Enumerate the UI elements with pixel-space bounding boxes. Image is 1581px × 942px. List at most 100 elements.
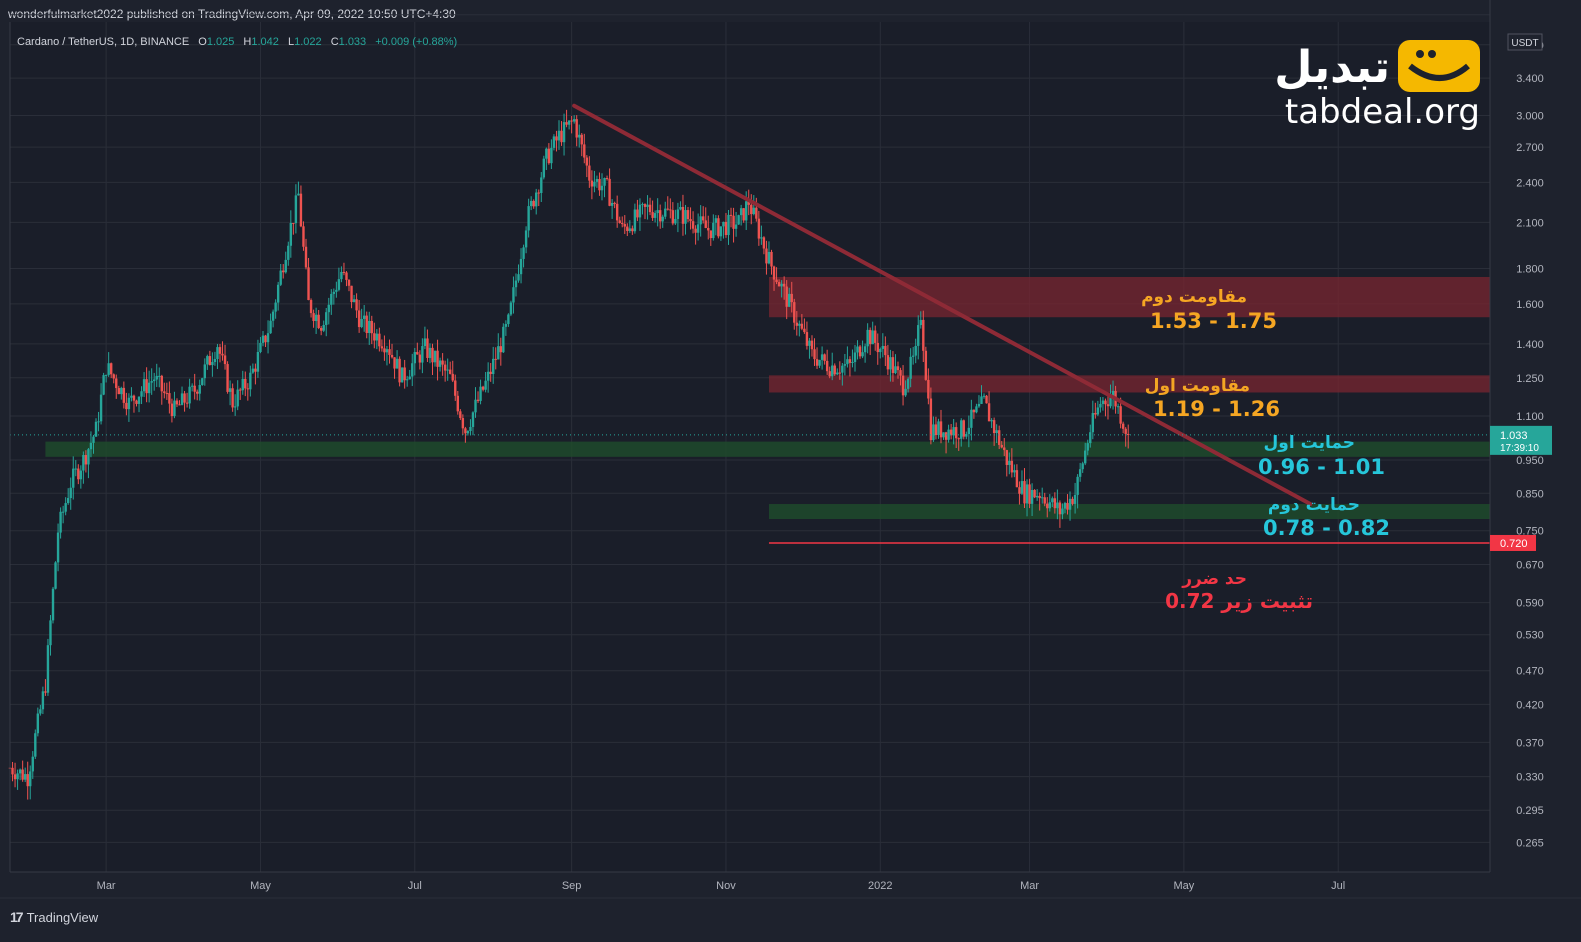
candle bbox=[355, 293, 358, 318]
candle bbox=[555, 130, 558, 152]
candle-body bbox=[165, 393, 169, 395]
candle bbox=[449, 361, 452, 375]
candle-body bbox=[97, 421, 100, 423]
candle-body bbox=[279, 270, 282, 285]
candle-body bbox=[325, 312, 328, 325]
price-tick-label: 0.670 bbox=[1516, 560, 1544, 572]
candle bbox=[400, 367, 404, 383]
time-tick-label: Jul bbox=[1331, 880, 1345, 892]
candle-body bbox=[499, 346, 503, 353]
candle bbox=[980, 385, 983, 404]
candle bbox=[960, 418, 963, 447]
candle bbox=[593, 170, 596, 193]
time-axis: Mar May Jul Sep Nov 2022 Mar May Jul bbox=[0, 22, 1581, 899]
candle bbox=[104, 374, 108, 383]
candle bbox=[433, 350, 437, 367]
candle bbox=[793, 298, 796, 330]
candle bbox=[1063, 501, 1067, 514]
candle-body bbox=[446, 369, 449, 371]
candle-body bbox=[901, 375, 905, 396]
stop-label-range: تثبیت زیر 0.72 bbox=[1165, 589, 1313, 613]
candle bbox=[780, 280, 783, 298]
candle-body bbox=[638, 204, 642, 218]
candle-body bbox=[1096, 407, 1100, 415]
candle bbox=[1076, 474, 1079, 509]
candle bbox=[742, 207, 745, 223]
candle-body bbox=[770, 251, 773, 267]
candle bbox=[707, 215, 710, 240]
candle bbox=[54, 561, 57, 590]
candle-body bbox=[297, 193, 300, 196]
candle-body bbox=[18, 769, 22, 774]
price-tick-label: 0.590 bbox=[1516, 598, 1544, 610]
candle-body bbox=[843, 364, 847, 366]
candle-body bbox=[287, 245, 290, 260]
candle-body bbox=[375, 333, 379, 341]
candle bbox=[193, 373, 196, 400]
candle-body bbox=[780, 283, 783, 287]
candle-body bbox=[874, 330, 877, 343]
candle-body bbox=[1035, 495, 1039, 498]
candle-body bbox=[540, 177, 543, 193]
candle bbox=[790, 281, 793, 313]
candle-body bbox=[853, 352, 857, 363]
price-tick-label: 0.370 bbox=[1516, 737, 1544, 749]
candle-body bbox=[588, 165, 591, 181]
tradingview-brand[interactable]: 17 TradingView bbox=[10, 909, 98, 925]
candle bbox=[196, 389, 199, 401]
candle-body bbox=[952, 427, 955, 436]
candle bbox=[828, 366, 831, 379]
candle bbox=[499, 337, 503, 366]
candle-body bbox=[72, 468, 75, 488]
price-tick-label: 0.950 bbox=[1516, 455, 1544, 467]
candle-body bbox=[246, 388, 250, 390]
candle-body bbox=[669, 209, 672, 211]
legend-high: 1.042 bbox=[251, 36, 279, 48]
candle-body bbox=[497, 346, 500, 360]
candle bbox=[31, 751, 34, 779]
candle-body bbox=[519, 258, 523, 275]
candle-body bbox=[603, 177, 606, 186]
candle-body bbox=[805, 332, 809, 346]
candle-body bbox=[335, 289, 338, 292]
candle bbox=[805, 321, 809, 350]
candle-body bbox=[679, 206, 682, 210]
publish-info: wonderfulmarket2022 published on Trading… bbox=[8, 7, 456, 21]
candle-body bbox=[641, 204, 644, 206]
candle-body bbox=[633, 209, 637, 232]
candle-body bbox=[967, 427, 971, 435]
candle bbox=[942, 432, 945, 440]
candle-body bbox=[456, 395, 459, 412]
candle-body bbox=[727, 214, 730, 236]
candle bbox=[362, 305, 366, 332]
candle bbox=[398, 356, 401, 387]
candle bbox=[557, 120, 561, 150]
candle bbox=[1099, 397, 1102, 413]
candle bbox=[428, 343, 432, 364]
candle-body bbox=[911, 355, 915, 357]
candle bbox=[922, 310, 925, 362]
candle-body bbox=[125, 402, 128, 410]
candle-body bbox=[896, 366, 900, 371]
candle-body bbox=[512, 287, 515, 303]
candle bbox=[46, 638, 50, 696]
candle bbox=[997, 425, 1001, 450]
candle bbox=[600, 173, 604, 201]
candle-body bbox=[818, 359, 821, 366]
time-tick-label: Sep bbox=[562, 880, 582, 892]
candle bbox=[803, 318, 806, 334]
candle bbox=[492, 346, 495, 384]
candle bbox=[570, 115, 573, 134]
candle bbox=[266, 320, 270, 354]
candle bbox=[317, 310, 320, 330]
candle-body bbox=[31, 756, 34, 772]
candle bbox=[722, 221, 725, 239]
candle bbox=[709, 230, 712, 246]
price-tick-label: 1.100 bbox=[1516, 411, 1544, 423]
candle-body bbox=[656, 210, 659, 214]
candle-body bbox=[1041, 497, 1044, 499]
candle-body bbox=[704, 220, 707, 228]
candle bbox=[851, 349, 854, 368]
candle-body bbox=[350, 285, 353, 303]
